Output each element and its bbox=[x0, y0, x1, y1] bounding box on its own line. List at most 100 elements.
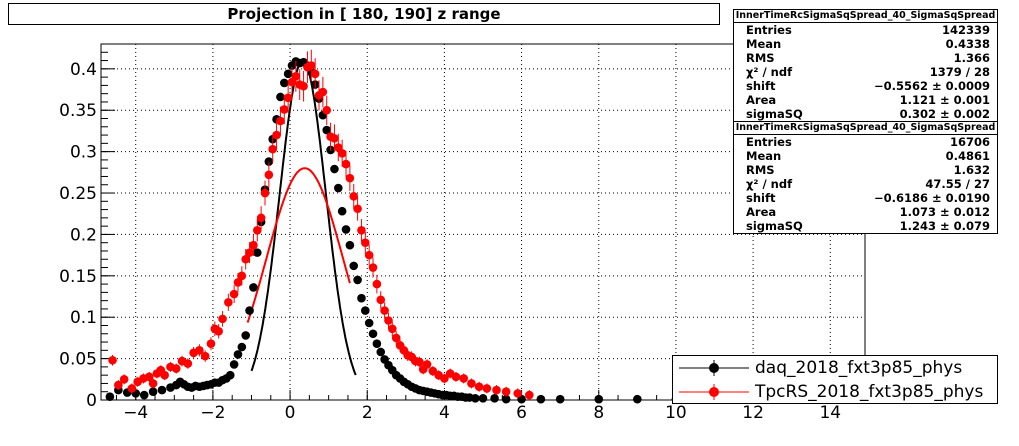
data-point bbox=[467, 379, 476, 388]
stats-label: shift bbox=[746, 79, 776, 93]
data-point bbox=[276, 92, 285, 102]
y-tick-label: 0.3 bbox=[70, 143, 97, 163]
x-tick-label: 10 bbox=[665, 403, 687, 423]
stats-row: RMS 1.366 bbox=[734, 51, 997, 65]
data-point bbox=[214, 326, 223, 336]
data-point bbox=[334, 183, 343, 193]
data-point bbox=[306, 61, 316, 70]
data-point bbox=[245, 248, 254, 257]
stats-box-tpcrs: InnerTimeRcSigmaSqSpread_40_SigmaSqSprea… bbox=[733, 121, 998, 234]
data-point bbox=[229, 289, 239, 299]
data-point bbox=[349, 192, 359, 201]
data-point bbox=[256, 213, 266, 223]
data-point bbox=[283, 69, 293, 79]
data-point bbox=[633, 394, 642, 404]
y-tick-label: 0 bbox=[86, 391, 97, 411]
data-point bbox=[260, 188, 270, 198]
stats-row: shift −0.6186 ± 0.0190 bbox=[734, 191, 997, 205]
data-markers bbox=[105, 49, 719, 404]
data-point bbox=[264, 170, 274, 180]
data-point bbox=[501, 387, 511, 397]
legend-label: daq_2018_fxt3p85_phys bbox=[755, 358, 963, 378]
data-point bbox=[451, 372, 461, 382]
stats-value: 1379 / 28 bbox=[929, 65, 990, 79]
data-point bbox=[108, 355, 117, 365]
data-point bbox=[474, 382, 484, 392]
data-point bbox=[337, 148, 347, 158]
data-point bbox=[368, 329, 378, 339]
data-point bbox=[218, 314, 227, 324]
stats-row: Entries 16706 bbox=[734, 135, 997, 149]
stats-value: 1.632 bbox=[953, 163, 990, 177]
data-point bbox=[233, 350, 243, 359]
data-point bbox=[364, 250, 374, 260]
data-point bbox=[459, 374, 469, 383]
data-point bbox=[376, 347, 386, 357]
stats-row: Area 1.121 ± 0.001 bbox=[734, 93, 997, 107]
stats-row: Mean 0.4861 bbox=[734, 149, 997, 163]
stats-row: χ² / ndf 1379 / 28 bbox=[734, 65, 997, 79]
data-point bbox=[349, 261, 359, 271]
stats-label: shift bbox=[746, 191, 776, 205]
y-tick-label: 0.25 bbox=[59, 184, 97, 204]
data-point bbox=[415, 357, 424, 367]
stats-label: RMS bbox=[746, 163, 775, 177]
stats-box-title: InnerTimeRcSigmaSqSpread_40_SigmaSqSprea… bbox=[734, 122, 997, 135]
stats-value: −0.5562 ± 0.0009 bbox=[873, 79, 990, 93]
stats-value: 0.4861 bbox=[945, 149, 990, 163]
data-point bbox=[422, 360, 432, 369]
data-point bbox=[148, 379, 158, 388]
stats-row: shift −0.5562 ± 0.0009 bbox=[734, 79, 997, 93]
data-point bbox=[127, 384, 137, 393]
y-tick-label: 0.15 bbox=[59, 267, 97, 287]
data-point bbox=[241, 331, 250, 340]
data-point bbox=[376, 295, 386, 305]
data-point bbox=[225, 370, 235, 380]
data-point bbox=[160, 370, 169, 380]
data-point bbox=[272, 130, 281, 140]
y-tick-label: 0.2 bbox=[70, 225, 97, 245]
stats-value: 0.4338 bbox=[945, 37, 990, 51]
data-point bbox=[318, 87, 328, 97]
legend-entry-daq: daq_2018_fxt3p85_phys bbox=[673, 356, 997, 380]
y-tick-label: 0.05 bbox=[59, 350, 97, 370]
data-point bbox=[279, 78, 289, 88]
data-point bbox=[144, 372, 154, 382]
data-point bbox=[299, 81, 308, 91]
stats-value: 47.55 / 27 bbox=[925, 177, 990, 191]
legend-entry-tpcrs: TpcRS_2018_fxt3p85_phys bbox=[673, 380, 997, 404]
stats-value: 1.121 ± 0.001 bbox=[899, 93, 990, 107]
data-point bbox=[183, 359, 193, 368]
data-point bbox=[276, 116, 285, 126]
data-point bbox=[357, 225, 366, 235]
data-point bbox=[264, 157, 274, 166]
stats-box-daq: InnerTimeRcSigmaSqSpread_40_SigmaSqSprea… bbox=[733, 9, 998, 122]
data-point bbox=[492, 385, 501, 395]
data-point bbox=[114, 380, 123, 390]
data-point bbox=[330, 134, 339, 143]
data-point bbox=[252, 248, 262, 257]
stats-row: Area 1.073 ± 0.012 bbox=[734, 205, 997, 219]
data-point bbox=[241, 254, 250, 264]
fit-curve bbox=[246, 167, 351, 323]
data-point bbox=[171, 364, 181, 373]
stats-row: Mean 0.4338 bbox=[734, 37, 997, 51]
x-tick-label: −4 bbox=[123, 403, 148, 423]
x-tick-label: 12 bbox=[742, 403, 764, 423]
x-tick-label: 6 bbox=[516, 403, 527, 423]
data-point bbox=[249, 283, 258, 292]
data-point bbox=[490, 394, 499, 403]
legend: daq_2018_fxt3p85_phys TpcRS_2018_fxt3p85… bbox=[672, 355, 998, 404]
x-tick-label: −2 bbox=[200, 403, 225, 423]
stats-label: Area bbox=[746, 93, 777, 107]
data-point bbox=[283, 93, 293, 103]
data-point bbox=[279, 105, 289, 114]
data-point bbox=[157, 385, 167, 395]
x-tick-label: 8 bbox=[593, 403, 604, 423]
stats-row: sigmaSQ 1.243 ± 0.079 bbox=[734, 219, 997, 233]
data-point bbox=[310, 69, 320, 79]
stats-value: 0.302 ± 0.002 bbox=[899, 107, 990, 121]
legend-label: TpcRS_2018_fxt3p85_phys bbox=[755, 382, 984, 402]
stats-label: sigmaSQ bbox=[746, 219, 803, 233]
